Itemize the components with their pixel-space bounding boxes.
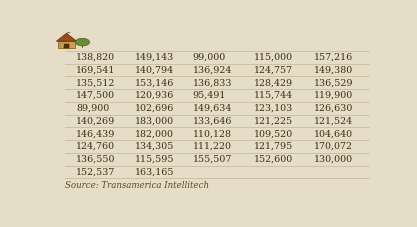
Text: 157,216: 157,216 (314, 53, 353, 62)
Text: 120,936: 120,936 (135, 91, 174, 100)
Bar (82, 44, 83, 48)
Bar (58, 41, 75, 48)
Text: 128,429: 128,429 (254, 78, 293, 87)
Text: 126,630: 126,630 (314, 104, 353, 113)
Text: 183,000: 183,000 (135, 116, 173, 126)
Text: 149,380: 149,380 (314, 65, 353, 74)
Text: 152,600: 152,600 (254, 155, 293, 164)
Text: 99,000: 99,000 (193, 53, 226, 62)
Text: 140,269: 140,269 (76, 116, 116, 126)
Text: 138,820: 138,820 (76, 53, 116, 62)
Text: 115,000: 115,000 (254, 53, 293, 62)
Text: 136,833: 136,833 (193, 78, 232, 87)
Text: 124,757: 124,757 (254, 65, 293, 74)
Text: 121,795: 121,795 (254, 142, 293, 151)
Text: 153,146: 153,146 (135, 78, 174, 87)
Text: 136,550: 136,550 (76, 155, 116, 164)
Text: 124,760: 124,760 (76, 142, 116, 151)
Text: 89,900: 89,900 (76, 104, 110, 113)
Text: 109,520: 109,520 (254, 129, 293, 138)
Text: 136,924: 136,924 (193, 65, 232, 74)
Text: Source: Transamerica Intellitech: Source: Transamerica Intellitech (65, 181, 209, 190)
Text: 163,165: 163,165 (135, 168, 174, 177)
Text: 119,900: 119,900 (314, 91, 353, 100)
Text: 135,512: 135,512 (76, 78, 116, 87)
Text: 149,634: 149,634 (193, 104, 232, 113)
Text: 121,524: 121,524 (314, 116, 353, 126)
Text: 155,507: 155,507 (193, 155, 232, 164)
Bar (60, 44, 64, 46)
Text: 134,305: 134,305 (135, 142, 174, 151)
Text: 149,143: 149,143 (135, 53, 174, 62)
Text: 110,128: 110,128 (193, 129, 232, 138)
Text: 146,439: 146,439 (76, 129, 116, 138)
Text: 123,103: 123,103 (254, 104, 293, 113)
Text: 147,500: 147,500 (76, 91, 116, 100)
Text: 121,225: 121,225 (254, 116, 293, 126)
Circle shape (75, 38, 90, 46)
Text: 111,220: 111,220 (193, 142, 232, 151)
Text: 152,537: 152,537 (76, 168, 116, 177)
Polygon shape (56, 33, 77, 41)
Text: 140,794: 140,794 (135, 65, 173, 74)
Text: 95,491: 95,491 (193, 91, 226, 100)
Text: 182,000: 182,000 (135, 129, 173, 138)
Text: 130,000: 130,000 (314, 155, 353, 164)
Text: 115,744: 115,744 (254, 91, 293, 100)
Text: 115,595: 115,595 (135, 155, 174, 164)
Text: 169,541: 169,541 (76, 65, 116, 74)
Text: 104,640: 104,640 (314, 129, 353, 138)
Text: 136,529: 136,529 (314, 78, 353, 87)
Bar (64, 44, 69, 48)
Text: 102,696: 102,696 (135, 104, 174, 113)
Text: 133,646: 133,646 (193, 116, 232, 126)
Text: 170,072: 170,072 (314, 142, 353, 151)
